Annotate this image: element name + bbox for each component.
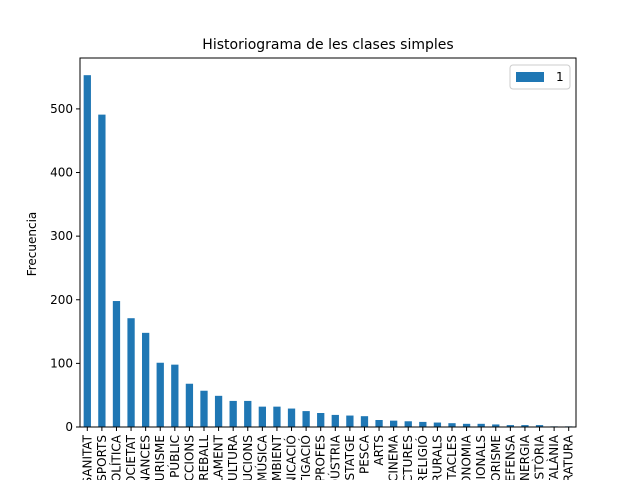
bar [302,411,310,427]
y-axis-label: Frecuencia [25,212,39,277]
bar [375,420,383,427]
bar [171,364,179,427]
x-tick-label: SANITAT [80,434,94,480]
x-tick-label: DEFENSA [503,434,517,480]
bar [156,362,164,427]
y-tick-label: 400 [50,166,73,180]
bar [448,423,456,427]
x-tick-label: PARLAMENT [212,434,226,480]
bar [404,421,412,427]
bar [273,406,281,427]
x-tick-label: PESCA [357,434,371,474]
bar [506,425,514,427]
x-tick-label: CULTURA [226,434,240,480]
y-tick-label: 300 [50,229,73,243]
bar [521,425,529,427]
x-tick-label: ELECCIONS [182,435,196,480]
bar [419,421,427,427]
legend: 1 [509,64,571,90]
bar [83,75,91,428]
x-tick-label: CATALÀNIA [546,434,561,480]
x-tick-label: TERRORISME [489,435,503,480]
x-tick-label: INFRAESTRUCTURES [401,435,415,480]
bar [200,390,208,427]
bar [258,406,266,427]
x-tick-label: INDÚSTRIA [327,434,342,480]
bar [462,423,471,427]
bars-group [83,75,573,428]
bar [317,413,325,427]
x-tick-label: INTERNACIONALS [474,435,488,480]
legend-swatch [516,72,544,82]
plot-frame [79,57,577,428]
x-tick-label: ARTS [372,435,386,466]
y-tick-label: 200 [50,293,73,307]
y-tick-label: 100 [50,356,73,370]
bar [433,422,442,427]
y-tick-label: 500 [50,102,73,116]
x-axis-ticks: SANITAT ESPORTS POLÍTICA SOCIETAT FINANCES TU… [80,427,576,480]
x-tick-label: PROFES [314,435,328,480]
x-tick-label: HISTÒRIA [532,434,547,480]
y-tick-label: 0 [65,420,73,434]
x-tick-label: ESPECTACLES [445,435,459,480]
bar [229,400,237,427]
bar [287,408,296,427]
legend-label: 1 [556,70,564,84]
bar [185,383,194,427]
x-tick-label: ENERGIA [518,434,532,480]
x-tick-label: TURISME [153,435,167,480]
x-tick-label: SOCIETAT [124,434,138,480]
bar [331,414,339,427]
bar [477,423,485,427]
x-tick-label: INVESTIGACIÓ [298,435,313,480]
bar [360,416,369,427]
x-tick-label: ESTATGE [343,435,357,480]
chart-title: Historiograma de les clases simples [202,37,453,53]
bar [214,395,223,427]
x-tick-label: FINANCES [139,435,153,480]
bar [112,301,121,427]
x-tick-label: INSTITUCIONS [241,435,255,480]
bar [142,332,150,427]
x-tick-label: ESPORTS [95,435,109,480]
x-tick-label: CINEMA [387,434,401,480]
x-tick-label: ECONOMIA [460,434,474,480]
y-axis-ticks: 0 100 200 300 400 500 [50,102,80,434]
bar [390,420,398,427]
bar [98,114,106,428]
x-tick-label: COMUNICACIÓ [284,435,299,480]
bar [127,318,135,427]
bar [492,424,500,427]
x-tick-label: MEDI AMBIENT [270,434,284,480]
x-tick-label: POLÍTICA [108,434,123,480]
x-tick-label: RURALS [430,435,444,480]
x-tick-label: LITERATURA [562,434,576,480]
bar [346,415,354,427]
x-tick-label: PÚBLIC [167,435,182,478]
bar [535,425,544,427]
bar [244,400,252,427]
x-tick-label: RELIGIÓ [415,435,430,480]
x-tick-label: TREBALL [197,435,211,480]
x-tick-label: MÚSICA [254,434,269,480]
